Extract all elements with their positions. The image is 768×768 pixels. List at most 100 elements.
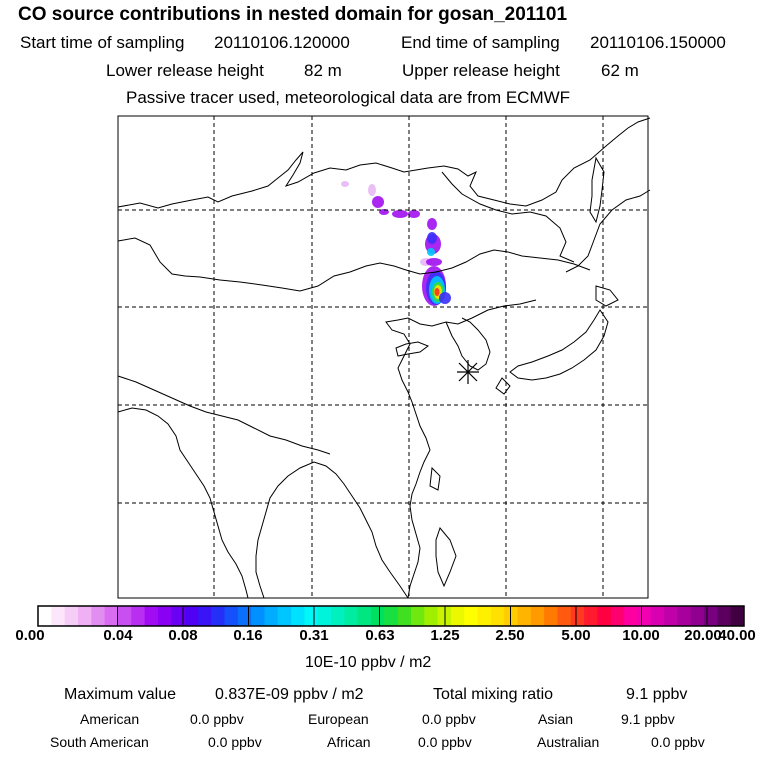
taiwan bbox=[429, 466, 441, 491]
colorbar-segment bbox=[677, 606, 692, 626]
end-time-value: 20110106.150000 bbox=[590, 33, 726, 52]
colorbar-segment bbox=[211, 606, 225, 626]
plume-cell bbox=[341, 181, 349, 187]
coastlines bbox=[117, 117, 651, 599]
colorbar-segment bbox=[517, 606, 532, 626]
border-mongolia bbox=[117, 237, 591, 292]
colorbar-segment bbox=[51, 606, 66, 626]
colorbar-segment bbox=[304, 606, 319, 626]
colorbar-segment bbox=[424, 606, 439, 626]
colorbar-segment bbox=[397, 606, 412, 626]
region-name: European bbox=[308, 711, 369, 727]
colorbar-label: 0.16 bbox=[233, 627, 263, 644]
region-name: African bbox=[327, 734, 371, 750]
colorbar-segment bbox=[77, 606, 92, 626]
map-grid bbox=[118, 116, 648, 598]
colorbar-segment bbox=[64, 606, 79, 626]
plume-layer bbox=[341, 181, 451, 306]
colorbar-segment bbox=[504, 606, 519, 626]
colorbar-segment bbox=[690, 606, 705, 626]
colorbar-segment bbox=[344, 606, 359, 626]
tracer-note: Passive tracer used, meteorological data… bbox=[126, 88, 571, 107]
coastline-korea bbox=[445, 317, 491, 371]
colorbar-segment bbox=[264, 606, 279, 626]
colorbar-segment bbox=[490, 606, 505, 626]
end-time-label: End time of sampling bbox=[401, 33, 560, 52]
colorbar-segment bbox=[664, 606, 678, 626]
coastline-indochina bbox=[255, 461, 409, 599]
plume-cell bbox=[427, 218, 437, 230]
plume-cell bbox=[372, 196, 384, 208]
colorbar-ticks bbox=[117, 606, 708, 626]
colorbar-segment bbox=[331, 606, 345, 626]
plume-cell bbox=[408, 210, 420, 218]
colorbar-label: 0.04 bbox=[103, 627, 133, 644]
colorbar-segment bbox=[717, 606, 732, 626]
colorbar-segment bbox=[131, 606, 146, 626]
map-frame bbox=[117, 115, 649, 599]
coastline-okhotsk bbox=[565, 189, 651, 273]
region-name: South American bbox=[50, 734, 149, 750]
region-value: 0.0 ppbv bbox=[418, 734, 472, 750]
philippines bbox=[435, 526, 457, 588]
colorbar-segment bbox=[371, 606, 385, 626]
colorbar-segment bbox=[410, 606, 425, 626]
colorbar-segment bbox=[450, 606, 465, 626]
colorbar-label: 5.00 bbox=[561, 627, 591, 644]
colorbar-label: 0.63 bbox=[365, 627, 395, 644]
colorbar-segment bbox=[237, 606, 252, 626]
region-name: Australian bbox=[537, 734, 600, 750]
coastline-china-east bbox=[385, 299, 537, 599]
plume-cell bbox=[368, 184, 376, 196]
upper-height-label: Upper release height bbox=[402, 61, 560, 80]
colorbar-segment bbox=[704, 606, 718, 626]
colorbar-units: 10E-10 ppbv / m2 bbox=[305, 654, 432, 671]
colorbar-segment bbox=[171, 606, 186, 626]
plume-cell bbox=[427, 232, 437, 244]
colorbar-label: 40.00 bbox=[718, 627, 756, 644]
colorbar bbox=[38, 606, 745, 626]
colorbar-segment bbox=[384, 606, 399, 626]
colorbar-segment bbox=[557, 606, 572, 626]
colorbar-segment bbox=[251, 606, 265, 626]
start-time-value: 20110106.120000 bbox=[214, 33, 350, 52]
colorbar-segment bbox=[91, 606, 106, 626]
japan-honshu bbox=[509, 309, 609, 381]
colorbar-segment bbox=[291, 606, 305, 626]
colorbar-label: 0.31 bbox=[299, 627, 329, 644]
region-name: American bbox=[80, 711, 140, 727]
colorbar-segment bbox=[224, 606, 239, 626]
colorbar-label: 1.25 bbox=[430, 627, 460, 644]
colorbar-segment bbox=[530, 606, 545, 626]
plume-cell bbox=[434, 288, 440, 296]
receptor-marker bbox=[457, 360, 479, 384]
region-value: 0.0 ppbv bbox=[190, 711, 244, 727]
colorbar-label: 0.00 bbox=[15, 627, 45, 644]
colorbar-label: 10.00 bbox=[622, 627, 660, 644]
colorbar-segment bbox=[197, 606, 212, 626]
colorbar-segment bbox=[317, 606, 332, 626]
region-value: 0.0 ppbv bbox=[422, 711, 476, 727]
colorbar-segment bbox=[544, 606, 559, 626]
plume-cell bbox=[439, 292, 451, 304]
colorbar-label: 2.50 bbox=[495, 627, 525, 644]
colorbar-segment bbox=[624, 606, 638, 626]
region-value: 9.1 ppbv bbox=[621, 711, 675, 727]
japan-kyushu bbox=[495, 377, 511, 395]
colorbar-segment bbox=[464, 606, 479, 626]
coastline-north bbox=[117, 117, 651, 209]
colorbar-segment bbox=[610, 606, 625, 626]
colorbar-label: 0.08 bbox=[168, 627, 198, 644]
coastline-shandong bbox=[395, 341, 430, 357]
colorbar-segment bbox=[117, 606, 132, 626]
colorbar-segment bbox=[277, 606, 292, 626]
lower-height-value: 82 m bbox=[304, 61, 342, 80]
total-mixing-value: 9.1 ppbv bbox=[626, 686, 688, 703]
start-time-label: Start time of sampling bbox=[20, 33, 185, 52]
colorbar-segment bbox=[597, 606, 612, 626]
sakhalin bbox=[589, 156, 605, 224]
japan-hokkaido bbox=[595, 285, 619, 307]
max-value-label: Maximum value bbox=[64, 686, 177, 703]
colorbar-segment bbox=[570, 606, 585, 626]
